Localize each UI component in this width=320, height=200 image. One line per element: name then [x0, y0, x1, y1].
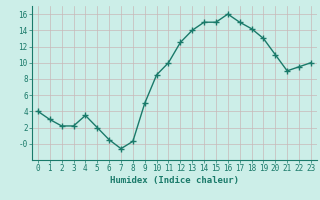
X-axis label: Humidex (Indice chaleur): Humidex (Indice chaleur)	[110, 176, 239, 185]
